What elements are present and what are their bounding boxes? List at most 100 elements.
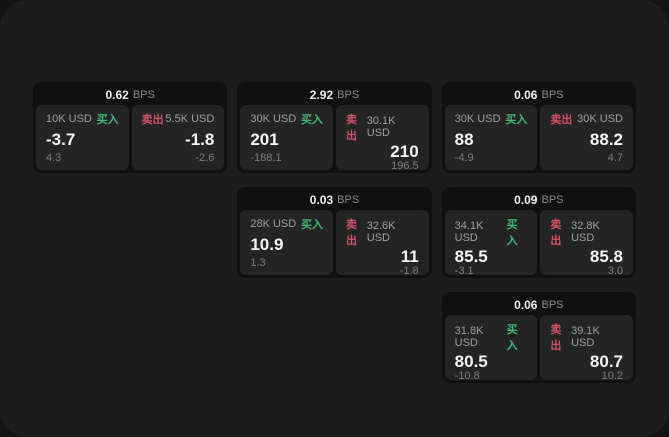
buy-side-label: 买入 <box>301 114 323 126</box>
sell-size: 30.1K USD <box>366 115 396 139</box>
buy-tile[interactable]: 31.8K USD 买入 80.5 -10.8 <box>444 315 538 382</box>
cards-grid: 0.62 BPS 10K USD 买入 -3.7 4.3 卖出 5.5K USD… <box>33 82 636 383</box>
sell-delta: 196.5 <box>391 160 419 172</box>
buy-value: -3.7 <box>46 130 76 149</box>
bps-value: 0.03 <box>309 193 334 207</box>
sell-size: 30K USD <box>577 113 623 125</box>
sell-size: 39.1K USD <box>571 325 600 349</box>
sell-size: 5.5K USD <box>165 113 215 125</box>
sell-tile-top: 卖出 30.1K USD <box>346 111 419 143</box>
quote-card: 0.09 BPS 34.1K USD 买入 85.5 -3.1 卖出 32.8K… <box>441 187 636 278</box>
buy-tile-top: 31.8K USD 买入 <box>455 321 528 353</box>
quote-card: 0.62 BPS 10K USD 买入 -3.7 4.3 卖出 5.5K USD… <box>33 82 228 173</box>
card-header: 0.06 BPS <box>445 295 633 315</box>
sell-tile[interactable]: 卖出 5.5K USD -1.8 -2.6 <box>131 105 225 170</box>
buy-size: 31.8K USD <box>454 325 484 349</box>
tiles-row: 10K USD 买入 -3.7 4.3 卖出 5.5K USD -1.8 -2.… <box>36 105 225 170</box>
bps-unit: BPS <box>541 299 564 311</box>
buy-tile-top: 30K USD 买入 <box>250 111 323 127</box>
sell-delta: 10.2 <box>601 370 623 382</box>
tiles-row: 34.1K USD 买入 85.5 -3.1 卖出 32.8K USD 85.8… <box>444 210 633 277</box>
bps-value: 0.62 <box>105 88 129 102</box>
buy-tile[interactable]: 10K USD 买入 -3.7 4.3 <box>36 105 129 170</box>
sell-side-label: 卖出 <box>550 324 562 352</box>
card-header: 0.62 BPS <box>36 85 224 105</box>
sell-side-label: 卖出 <box>550 219 562 247</box>
card-header: 0.03 BPS <box>240 190 428 210</box>
buy-size: 28K USD <box>250 218 297 230</box>
quote-card: 0.06 BPS 31.8K USD 买入 80.5 -10.8 卖出 39.1… <box>441 292 636 383</box>
buy-value: 80.5 <box>454 352 488 371</box>
sell-value: 11 <box>400 247 419 266</box>
buy-side-label: 买入 <box>96 114 119 126</box>
sell-tile-top: 卖出 32.8K USD <box>550 216 623 248</box>
sell-tile[interactable]: 卖出 30.1K USD 210 196.5 <box>336 105 429 172</box>
buy-delta: 1.3 <box>250 257 266 269</box>
sell-delta: 4.7 <box>607 152 623 164</box>
buy-value: 85.5 <box>454 247 488 266</box>
sell-tile[interactable]: 卖出 30K USD 88.2 4.7 <box>540 105 633 170</box>
sell-value: 85.8 <box>589 247 623 266</box>
bps-value: 0.06 <box>514 298 538 312</box>
buy-tile[interactable]: 28K USD 买入 10.9 1.3 <box>240 210 333 275</box>
buy-side-label: 买入 <box>506 324 518 352</box>
buy-side-label: 买入 <box>301 219 323 231</box>
sell-delta: -1.8 <box>399 265 419 277</box>
buy-tile[interactable]: 30K USD 买入 88 -4.9 <box>444 105 538 170</box>
sell-tile[interactable]: 卖出 32.6K USD 11 -1.8 <box>336 210 429 277</box>
sell-tile[interactable]: 卖出 32.8K USD 85.8 3.0 <box>540 210 633 277</box>
buy-delta: -10.8 <box>454 370 480 382</box>
buy-size: 30K USD <box>250 113 297 125</box>
card-header: 0.09 BPS <box>445 190 633 210</box>
buy-tile[interactable]: 30K USD 买入 201 -188.1 <box>240 105 333 170</box>
sell-delta: 3.0 <box>607 265 623 277</box>
card-header: 0.06 BPS <box>445 85 633 105</box>
bps-unit: BPS <box>337 89 360 101</box>
sell-delta: -2.6 <box>195 152 215 164</box>
buy-value: 88 <box>454 130 474 149</box>
sell-value: -1.8 <box>185 130 215 149</box>
card-header: 2.92 BPS <box>240 85 428 105</box>
sell-tile-top: 卖出 5.5K USD <box>142 111 215 127</box>
buy-value: 10.9 <box>250 235 284 254</box>
sell-side-label: 卖出 <box>141 114 164 126</box>
buy-tile-top: 10K USD 买入 <box>46 111 119 127</box>
sell-value: 210 <box>390 142 419 161</box>
buy-tile-top: 34.1K USD 买入 <box>455 216 528 248</box>
quote-card: 2.92 BPS 30K USD 买入 201 -188.1 卖出 30.1K … <box>237 82 432 173</box>
buy-value: 201 <box>250 130 279 149</box>
bps-value: 0.09 <box>514 193 538 207</box>
quote-card: 0.06 BPS 30K USD 买入 88 -4.9 卖出 30K USD 8… <box>441 82 636 173</box>
sell-side-label: 卖出 <box>346 219 357 247</box>
sell-tile-top: 卖出 30K USD <box>550 111 623 127</box>
sell-tile-top: 卖出 39.1K USD <box>550 321 623 353</box>
buy-tile[interactable]: 34.1K USD 买入 85.5 -3.1 <box>444 210 538 277</box>
sell-size: 32.6K USD <box>366 220 396 244</box>
tiles-row: 31.8K USD 买入 80.5 -10.8 卖出 39.1K USD 80.… <box>444 315 633 382</box>
buy-tile-top: 28K USD 买入 <box>250 216 323 232</box>
bps-value: 0.06 <box>514 88 538 102</box>
buy-delta: -3.1 <box>454 265 474 277</box>
bps-value: 2.92 <box>309 88 334 102</box>
sell-value: 80.7 <box>589 352 623 371</box>
sell-tile[interactable]: 卖出 39.1K USD 80.7 10.2 <box>540 315 633 382</box>
tiles-row: 30K USD 买入 88 -4.9 卖出 30K USD 88.2 4.7 <box>444 105 633 170</box>
tiles-row: 28K USD 买入 10.9 1.3 卖出 32.6K USD 11 -1.8 <box>240 210 429 277</box>
sell-side-label: 卖出 <box>550 114 573 126</box>
sell-value: 88.2 <box>589 130 623 149</box>
buy-size: 10K USD <box>46 113 92 125</box>
sell-size: 32.8K USD <box>571 220 600 244</box>
tiles-row: 30K USD 买入 201 -188.1 卖出 30.1K USD 210 1… <box>240 105 429 172</box>
sell-tile-top: 卖出 32.6K USD <box>346 216 419 248</box>
buy-delta: -188.1 <box>250 152 282 164</box>
sell-side-label: 卖出 <box>346 114 357 142</box>
buy-delta: 4.3 <box>46 152 62 164</box>
buy-delta: -4.9 <box>454 152 474 164</box>
bps-unit: BPS <box>337 194 360 206</box>
quote-card: 0.03 BPS 28K USD 买入 10.9 1.3 卖出 32.6K US… <box>237 187 432 278</box>
buy-size: 34.1K USD <box>454 220 484 244</box>
buy-side-label: 买入 <box>505 114 528 126</box>
bps-unit: BPS <box>541 194 564 206</box>
buy-side-label: 买入 <box>506 219 518 247</box>
